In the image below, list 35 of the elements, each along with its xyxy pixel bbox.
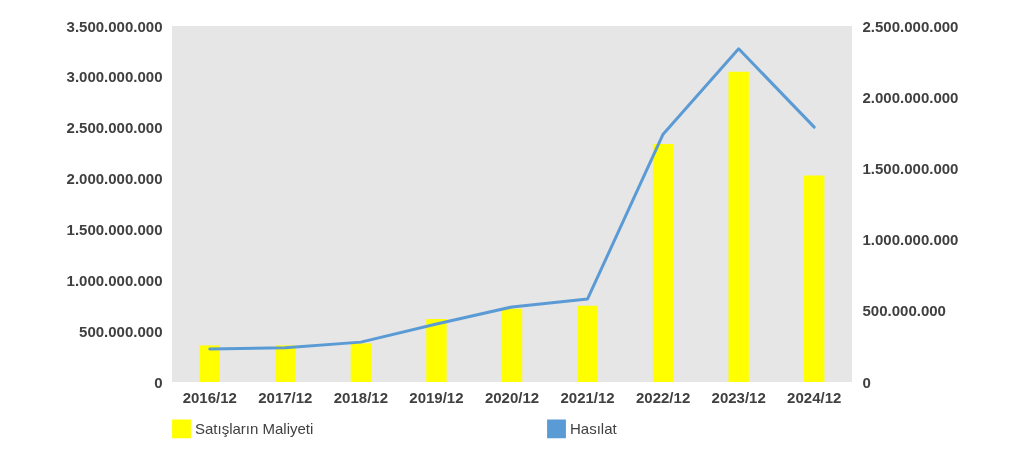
line-series xyxy=(208,47,816,351)
y-tick-label: 3.500.000.000 xyxy=(66,17,163,35)
bar xyxy=(501,308,523,382)
y-tick-label: 500.000.000 xyxy=(79,322,163,340)
x-tick-label: 2019/12 xyxy=(409,388,464,406)
x-tick-label: 2016/12 xyxy=(182,388,237,406)
bar xyxy=(350,343,372,382)
x-tick-label: 2024/12 xyxy=(787,388,842,406)
y-tick-label: 2.500.000.000 xyxy=(66,119,163,137)
x-tick-label: 2021/12 xyxy=(560,388,615,406)
y-tick-label: 3.000.000.000 xyxy=(66,68,163,86)
bar xyxy=(199,345,220,382)
bar xyxy=(652,143,674,382)
x-tick-label: 2022/12 xyxy=(635,388,691,406)
bar xyxy=(804,175,825,382)
legend-label: Satışların Maliyeti xyxy=(195,419,314,437)
x-tick-label: 2017/12 xyxy=(258,388,313,406)
y2-tick-label: 1.500.000.000 xyxy=(862,159,959,177)
x-tick-label: 2018/12 xyxy=(333,388,389,406)
y2-tick-label: 500.000.000 xyxy=(862,302,946,320)
y-tick-label: 2.000.000.000 xyxy=(66,170,163,188)
y-tick-label: 1.000.000.000 xyxy=(66,271,163,289)
bar xyxy=(728,71,749,382)
bar xyxy=(275,345,296,382)
y-tick-label: 1.500.000.000 xyxy=(66,220,163,238)
y-tick-label: 0 xyxy=(154,373,163,391)
y2-tick-label: 1.000.000.000 xyxy=(862,231,959,249)
x-tick-label: 2023/12 xyxy=(711,388,766,406)
bar xyxy=(577,305,598,382)
bar xyxy=(426,318,447,382)
legend-label: Hasılat xyxy=(570,419,618,437)
y2-tick-label: 2.500.000.000 xyxy=(862,17,959,35)
y2-tick-label: 2.000.000.000 xyxy=(862,88,959,106)
x-tick-label: 2020/12 xyxy=(484,388,540,406)
y2-tick-label: 0 xyxy=(862,373,871,391)
